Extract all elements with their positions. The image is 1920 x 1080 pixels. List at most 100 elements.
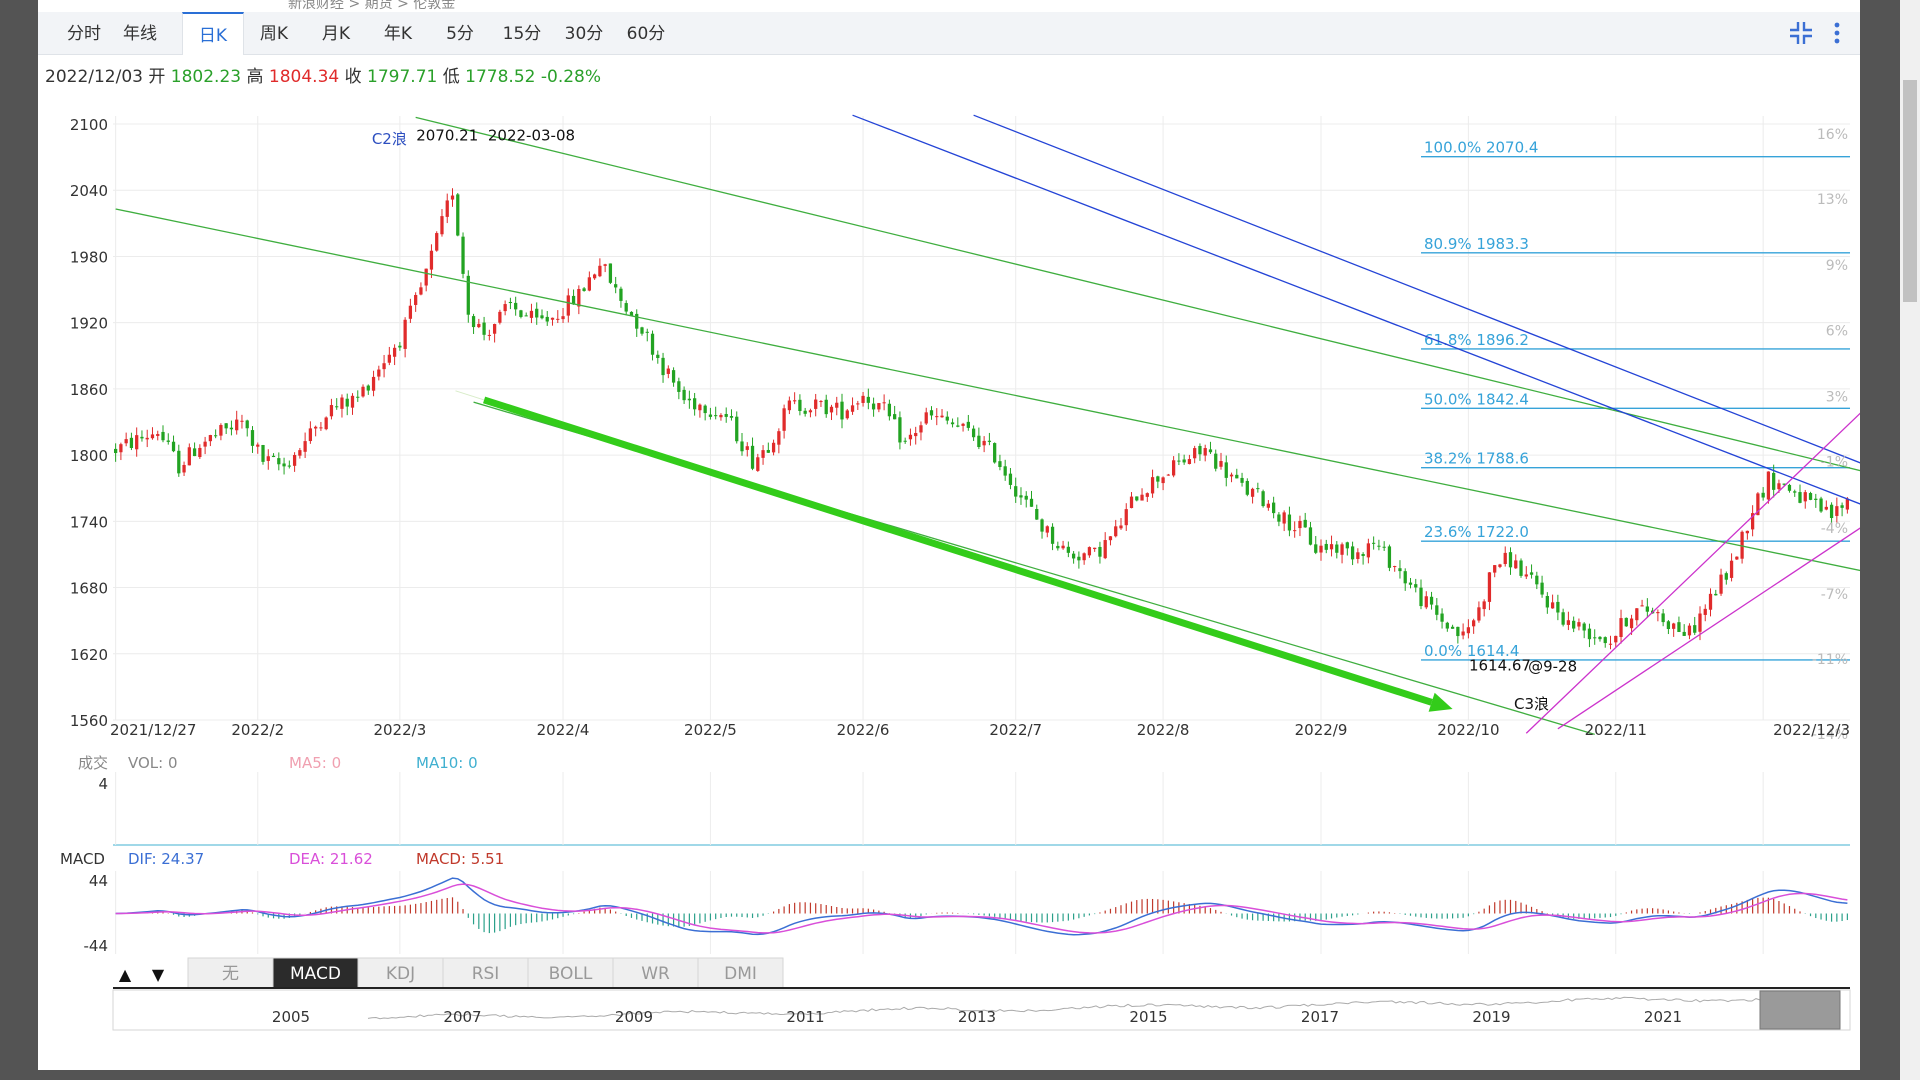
more-vertical-icon[interactable] (1830, 20, 1844, 46)
candle-body (698, 404, 702, 411)
close-value: 1797.71 (367, 67, 438, 87)
candle-body (440, 216, 444, 235)
x-tick-label: 2021/12/27 (110, 721, 196, 739)
indicator-tab-3[interactable]: RSI (472, 964, 500, 984)
candle-body (956, 425, 960, 427)
candle-body (1687, 625, 1692, 636)
fibonacci-levels: 100.0% 2070.4 80.9% 1983.3 61.8% 1896.2 50.… (1421, 139, 1850, 661)
tab-5min[interactable]: 5分 (446, 24, 474, 44)
tab-yearly-k[interactable]: 年K (383, 24, 413, 44)
candle-body (1498, 564, 1502, 567)
candle-body (1745, 530, 1749, 534)
tab-weekly-k[interactable]: 周K (259, 24, 289, 44)
candle-body (1293, 530, 1297, 532)
candle-body (366, 385, 370, 391)
candle-body (1514, 560, 1518, 569)
arrow-shaft (483, 396, 1433, 706)
candle-body (456, 194, 460, 236)
right-pct-label: -4% (1821, 521, 1848, 537)
y-tick-label: 1740 (70, 513, 108, 531)
indicator-tab-0[interactable]: 无 (222, 964, 239, 984)
candle-body (1577, 622, 1581, 627)
candle-body (1066, 546, 1070, 553)
candle-body (1756, 493, 1760, 516)
candle-body (1014, 486, 1018, 497)
candle-body (1077, 556, 1081, 561)
candle-body (871, 403, 876, 410)
candle-body (1050, 526, 1055, 544)
x-tick-label: 2022/9 (1295, 721, 1348, 739)
candle-body (1640, 605, 1644, 607)
indicator-tab-bg[interactable] (527, 957, 614, 989)
candle-body (1598, 636, 1602, 640)
period-tab-bar: 分时 年线 日K 周K 月K 年K 5分 15分 30分 60分 (38, 12, 1860, 55)
chart-panel: 分时 年线 日K 周K 月K 年K 5分 15分 30分 60分 2022/12… (38, 12, 1860, 1070)
indicator-tab-2[interactable]: KDJ (386, 964, 415, 984)
annotations: C2浪 2070.21 2022-03-08 1614.67@9-28 C3浪 (372, 127, 1577, 713)
candle-body (650, 333, 655, 355)
candle-body (1587, 628, 1592, 640)
indicator-tab-4[interactable]: BOLL (549, 964, 593, 984)
candle-body (198, 447, 202, 458)
x-tick-label: 2022/8 (1137, 721, 1190, 739)
candle-body (1008, 473, 1013, 485)
tab-15min[interactable]: 15分 (502, 24, 542, 44)
candle-body (150, 434, 155, 439)
navigator: 2005 2007 2009 2011 2013 2015 2017 2019 2021 (112, 989, 1851, 1031)
candle-body (435, 233, 439, 251)
tab-nianxian[interactable]: 年线 (123, 24, 157, 44)
candle-body (1035, 508, 1039, 520)
candle-body (1308, 527, 1313, 545)
indicator-tab-5[interactable]: WR (641, 964, 670, 984)
candle-body (1814, 498, 1818, 500)
indicator-tab-bg[interactable] (187, 957, 274, 989)
candle-body (1240, 477, 1244, 483)
candle-body (1003, 466, 1007, 476)
scrollbar-thumb[interactable] (1903, 80, 1917, 302)
collapse-icon[interactable] (1788, 20, 1814, 46)
candle-body (661, 357, 665, 376)
arrow-up-icon[interactable]: ▲ (119, 965, 132, 984)
tab-daily-k[interactable]: 日K (182, 12, 244, 55)
arrow-head (1428, 692, 1453, 712)
tab-60min[interactable]: 60分 (626, 24, 666, 44)
y-tick-label: 1980 (70, 248, 108, 266)
candle-body (671, 370, 676, 383)
candle-body (787, 400, 792, 411)
indicator-tab-bg[interactable] (697, 957, 784, 989)
candle-body (1824, 506, 1828, 510)
candle-body (382, 363, 386, 370)
candle-body (1445, 622, 1449, 629)
candle-body (377, 369, 381, 377)
candle-body (1045, 526, 1049, 533)
candle-body (287, 465, 291, 467)
candle-body (482, 322, 486, 335)
indicator-tab-6[interactable]: DMI (724, 964, 757, 984)
arrow-down-icon[interactable]: ▼ (152, 965, 165, 984)
tab-monthly-k[interactable]: 月K (321, 24, 351, 44)
candle-body (1540, 582, 1544, 595)
volume-panel: 成交 VOL: 0 MA5: 0 MA10: 0 4 (78, 754, 1850, 846)
candle-body (1408, 582, 1413, 585)
candle-body (240, 420, 244, 422)
candle-body (1272, 502, 1276, 514)
indicator-tab-bg[interactable] (442, 957, 529, 989)
candle-body (824, 399, 828, 415)
candle-body (814, 399, 818, 409)
navigator-selection[interactable] (1759, 990, 1841, 1030)
indicator-tab-1[interactable]: MACD (290, 964, 341, 984)
candle-body (356, 396, 360, 398)
candle-body (1166, 474, 1170, 476)
candle-body (803, 410, 807, 414)
candle-body (819, 401, 823, 403)
y-tick-label: 2100 (70, 116, 108, 134)
candle-body (1340, 544, 1344, 555)
fib-label: 0.0% 1614.4 (1424, 642, 1519, 660)
candle-body (429, 250, 434, 270)
chart-svg[interactable]: 100.0% 2070.4 80.9% 1983.3 61.8% 1896.2 50.… (38, 24, 1860, 1070)
tab-30min[interactable]: 30分 (564, 24, 604, 44)
tab-fenshi[interactable]: 分时 (67, 24, 101, 44)
candle-body (1703, 608, 1707, 615)
candle-body (1429, 596, 1434, 605)
candle-body (808, 410, 813, 413)
